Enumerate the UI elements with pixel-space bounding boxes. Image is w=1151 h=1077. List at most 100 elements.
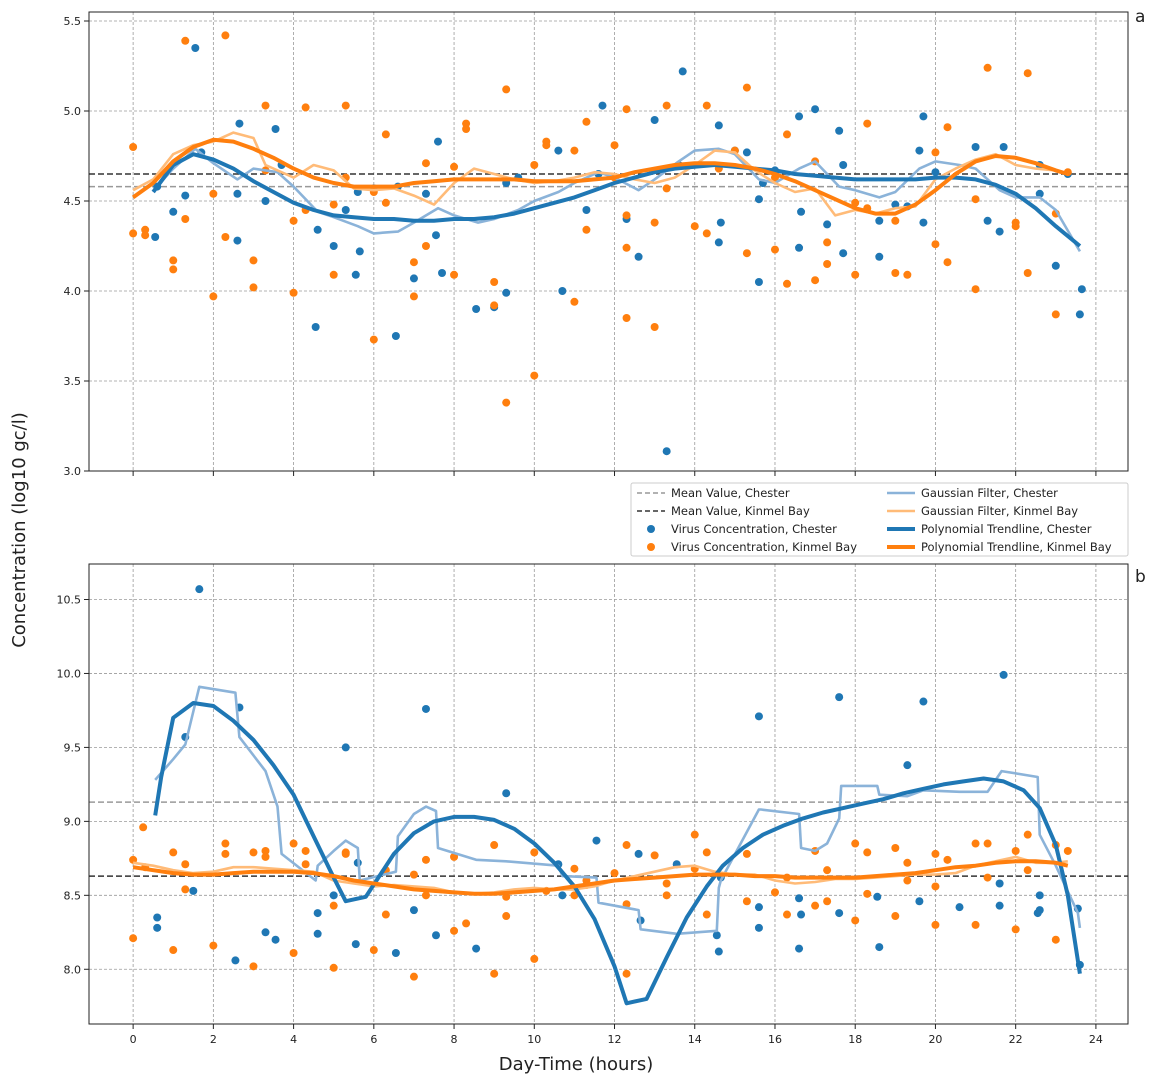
x-tick-label: 16 bbox=[768, 1033, 782, 1046]
point-kinmel bbox=[542, 141, 551, 150]
point-kinmel bbox=[329, 901, 338, 910]
point-chester bbox=[438, 269, 447, 277]
point-chester bbox=[582, 206, 591, 214]
point-kinmel bbox=[209, 941, 218, 950]
panel-letter: a bbox=[1135, 7, 1145, 27]
point-chester bbox=[434, 137, 443, 146]
point-chester bbox=[233, 189, 242, 198]
point-chester bbox=[714, 238, 723, 247]
point-kinmel bbox=[381, 198, 390, 207]
point-kinmel bbox=[662, 891, 671, 900]
point-kinmel bbox=[851, 198, 860, 207]
point-chester bbox=[915, 146, 924, 155]
point-chester bbox=[1035, 906, 1044, 915]
point-kinmel bbox=[221, 849, 230, 858]
point-kinmel bbox=[1011, 925, 1020, 934]
point-chester bbox=[189, 886, 198, 895]
plot-area bbox=[89, 585, 1128, 1006]
point-kinmel bbox=[169, 256, 178, 265]
point-kinmel bbox=[783, 910, 792, 919]
point-kinmel bbox=[650, 218, 659, 227]
point-chester bbox=[839, 161, 848, 169]
point-kinmel bbox=[622, 105, 631, 114]
point-kinmel bbox=[582, 117, 591, 126]
point-kinmel bbox=[690, 222, 699, 231]
point-kinmel bbox=[409, 870, 418, 879]
point-chester bbox=[716, 218, 725, 227]
point-chester bbox=[351, 940, 360, 949]
point-kinmel bbox=[181, 215, 190, 223]
trendline-chester bbox=[153, 701, 1082, 1006]
point-chester bbox=[351, 270, 360, 279]
point-kinmel bbox=[409, 292, 418, 301]
point-kinmel bbox=[450, 162, 459, 171]
point-chester bbox=[592, 836, 601, 845]
point-kinmel bbox=[891, 843, 900, 852]
point-chester bbox=[472, 944, 481, 953]
legend-label: Mean Value, Kinmel Bay bbox=[671, 504, 810, 518]
point-kinmel bbox=[409, 258, 418, 267]
point-kinmel bbox=[931, 240, 940, 249]
point-kinmel bbox=[851, 839, 860, 848]
point-chester bbox=[195, 585, 204, 594]
point-kinmel bbox=[490, 301, 499, 310]
point-kinmel bbox=[610, 141, 619, 150]
point-kinmel bbox=[863, 848, 872, 857]
point-chester bbox=[169, 207, 178, 216]
point-chester bbox=[153, 923, 162, 932]
point-kinmel bbox=[983, 839, 992, 848]
point-chester bbox=[558, 891, 567, 900]
point-kinmel bbox=[971, 285, 980, 294]
point-kinmel bbox=[129, 229, 138, 238]
point-chester bbox=[313, 225, 322, 234]
point-chester bbox=[391, 949, 400, 958]
point-kinmel bbox=[823, 260, 832, 268]
point-chester bbox=[797, 910, 806, 919]
point-kinmel bbox=[1063, 846, 1072, 855]
point-chester bbox=[995, 227, 1004, 236]
point-kinmel bbox=[570, 297, 579, 306]
point-kinmel bbox=[931, 849, 940, 858]
point-chester bbox=[873, 892, 882, 901]
point-kinmel bbox=[943, 855, 952, 864]
legend-entry: Virus Concentration, Kinmel Bay bbox=[647, 540, 857, 554]
point-kinmel bbox=[289, 839, 298, 848]
point-chester bbox=[931, 168, 940, 177]
point-kinmel bbox=[139, 823, 148, 832]
point-kinmel bbox=[582, 225, 591, 234]
point-chester bbox=[955, 903, 964, 912]
point-kinmel bbox=[931, 920, 940, 929]
legend-entry: Mean Value, Kinmel Bay bbox=[637, 504, 810, 518]
point-kinmel bbox=[209, 292, 218, 301]
point-kinmel bbox=[770, 888, 779, 897]
point-kinmel bbox=[502, 398, 511, 407]
point-chester bbox=[678, 67, 687, 76]
point-kinmel bbox=[502, 912, 511, 921]
point-chester bbox=[634, 849, 643, 858]
point-chester bbox=[598, 101, 607, 110]
point-kinmel bbox=[742, 897, 751, 906]
point-chester bbox=[754, 278, 763, 286]
x-tick-label: 14 bbox=[688, 1033, 702, 1046]
y-tick-label: 3.5 bbox=[64, 375, 82, 388]
point-kinmel bbox=[622, 243, 631, 252]
point-chester bbox=[714, 947, 723, 956]
point-kinmel bbox=[169, 848, 178, 857]
point-chester bbox=[554, 146, 563, 155]
point-chester bbox=[1077, 285, 1086, 294]
point-kinmel bbox=[462, 125, 471, 133]
point-chester bbox=[754, 195, 763, 204]
x-tick-label: 0 bbox=[130, 1033, 137, 1046]
point-kinmel bbox=[261, 846, 270, 855]
point-kinmel bbox=[181, 860, 190, 869]
point-chester bbox=[181, 191, 190, 200]
y-tick-label: 10.0 bbox=[57, 667, 82, 680]
point-kinmel bbox=[570, 146, 579, 155]
point-kinmel bbox=[702, 848, 711, 857]
point-kinmel bbox=[823, 897, 832, 906]
x-tick-label: 2 bbox=[210, 1033, 217, 1046]
point-chester bbox=[355, 247, 364, 256]
x-axis-label: Day-Time (hours) bbox=[499, 1054, 654, 1075]
y-tick-label: 5.5 bbox=[64, 15, 82, 28]
